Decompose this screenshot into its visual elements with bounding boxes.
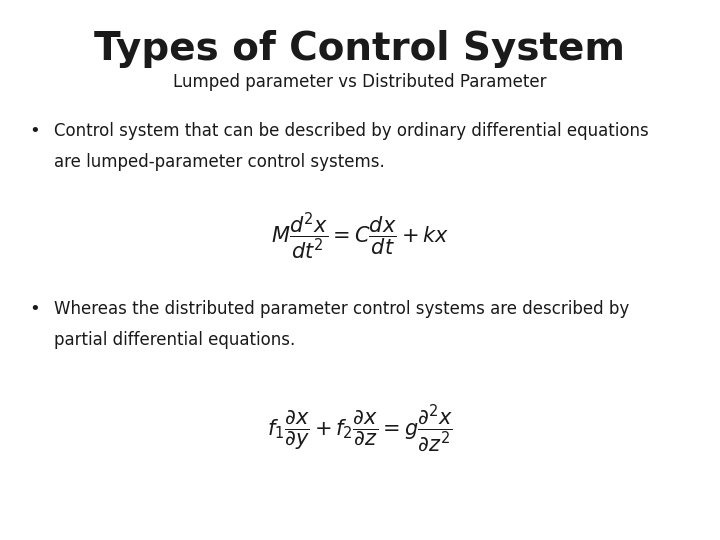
Text: Types of Control System: Types of Control System — [94, 30, 626, 68]
Text: •: • — [29, 122, 40, 139]
Text: $f_1 \dfrac{\partial x}{\partial y} + f_2 \dfrac{\partial x}{\partial z} = g \df: $f_1 \dfrac{\partial x}{\partial y} + f_… — [267, 402, 453, 454]
Text: are lumped-parameter control systems.: are lumped-parameter control systems. — [54, 153, 384, 171]
Text: partial differential equations.: partial differential equations. — [54, 331, 295, 349]
Text: Control system that can be described by ordinary differential equations: Control system that can be described by … — [54, 122, 649, 139]
Text: •: • — [29, 300, 40, 318]
Text: $M \dfrac{d^2x}{dt^2} = C \dfrac{dx}{dt} + kx$: $M \dfrac{d^2x}{dt^2} = C \dfrac{dx}{dt}… — [271, 211, 449, 262]
Text: Whereas the distributed parameter control systems are described by: Whereas the distributed parameter contro… — [54, 300, 629, 318]
Text: Lumped parameter vs Distributed Parameter: Lumped parameter vs Distributed Paramete… — [174, 73, 546, 91]
